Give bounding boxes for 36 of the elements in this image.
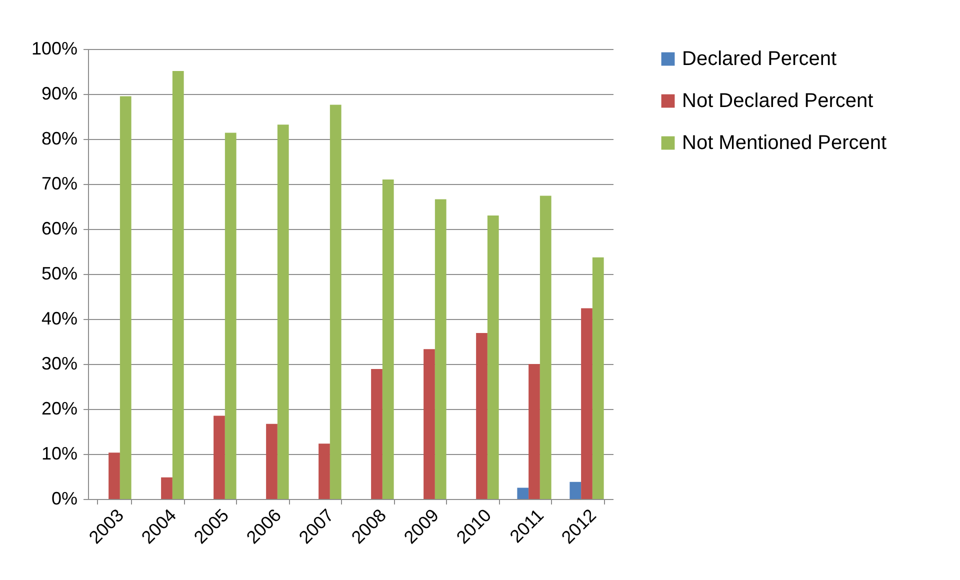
y-tick-label: 80% <box>41 128 78 148</box>
bar <box>161 477 172 499</box>
y-tick-label: 40% <box>41 308 78 328</box>
bar <box>330 104 342 499</box>
bar <box>172 71 184 499</box>
bar <box>108 452 120 499</box>
bar <box>371 368 382 499</box>
bar <box>476 332 488 499</box>
bar <box>540 196 552 499</box>
bar <box>214 416 225 499</box>
legend-label: Not Mentioned Percent <box>682 132 888 154</box>
bar <box>434 199 446 499</box>
bar <box>382 180 394 499</box>
y-tick-label: 10% <box>41 444 78 464</box>
bar <box>528 364 540 499</box>
bar <box>592 257 604 499</box>
y-tick-label: 20% <box>41 398 78 418</box>
legend-label: Not Declared Percent <box>682 90 874 112</box>
y-tick-label: 90% <box>41 84 78 104</box>
bar <box>224 132 236 499</box>
bar <box>581 308 592 499</box>
bar <box>120 96 132 499</box>
bar <box>318 444 330 499</box>
bar <box>424 349 435 499</box>
y-tick-label: 100% <box>31 38 78 58</box>
y-tick-label: 50% <box>41 264 78 284</box>
bar <box>487 216 499 499</box>
y-tick-label: 30% <box>41 354 78 374</box>
legend-label: Declared Percent <box>682 48 837 70</box>
bar <box>517 488 529 499</box>
y-tick-label: 60% <box>41 218 78 238</box>
y-tick-label: 0% <box>51 488 78 508</box>
bar <box>266 424 278 499</box>
bar <box>277 124 289 499</box>
y-tick-label: 70% <box>41 174 78 194</box>
bar <box>570 482 582 499</box>
